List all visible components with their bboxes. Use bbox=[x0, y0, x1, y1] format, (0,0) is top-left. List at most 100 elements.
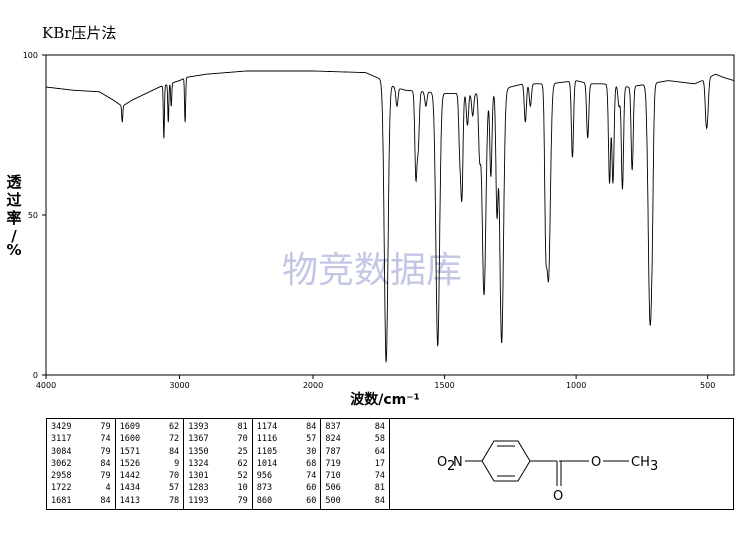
peak-table-row: 837 84 bbox=[325, 421, 385, 433]
wavenumber-cell: 1116 bbox=[256, 434, 278, 445]
structure-svg: O 2 N O O CH 3 bbox=[437, 440, 658, 504]
peak-table-row: 3117 74 bbox=[51, 433, 111, 445]
spectrum-line bbox=[46, 70, 735, 363]
transmittance-cell: 57 bbox=[168, 483, 180, 494]
wavenumber-cell: 1324 bbox=[188, 458, 209, 469]
transmittance-cell: 84 bbox=[100, 495, 111, 506]
peak-table-row: 500 84 bbox=[325, 495, 385, 507]
peak-table-row: 710 74 bbox=[325, 470, 385, 482]
peak-table-column: 1174 84 1116 57 1105 30 1014 68 956 74 873 60 860 60 bbox=[253, 419, 322, 509]
transmittance-cell: 79 bbox=[100, 422, 111, 432]
peak-table-row: 506 81 bbox=[325, 482, 385, 494]
wavenumber-cell: 506 bbox=[325, 483, 341, 494]
wavenumber-cell: 1193 bbox=[188, 495, 209, 506]
watermark: 物竞数据库 bbox=[282, 250, 462, 291]
transmittance-cell: 84 bbox=[374, 422, 385, 432]
wavenumber-cell: 1722 bbox=[51, 483, 72, 494]
transmittance-cell: 62 bbox=[237, 458, 248, 469]
peak-table-row: 2958 79 bbox=[51, 470, 111, 482]
transmittance-cell: 52 bbox=[237, 471, 248, 482]
transmittance-cell: 78 bbox=[168, 495, 180, 506]
x-tick-label-1500: 1500 bbox=[434, 381, 454, 390]
wavenumber-cell: 3117 bbox=[51, 434, 72, 445]
peak-table-row: 1526 9 bbox=[120, 458, 180, 470]
wavenumber-cell: 1301 bbox=[188, 471, 209, 482]
x-tick-label-2000: 2000 bbox=[303, 381, 323, 390]
peak-table-row: 1722 4 bbox=[51, 482, 111, 494]
transmittance-cell: 9 bbox=[174, 458, 180, 469]
svg-text:N: N bbox=[453, 455, 463, 470]
peak-table-row: 1350 25 bbox=[188, 446, 248, 458]
transmittance-cell: 81 bbox=[237, 422, 248, 432]
x-axis-ticks: 4000 3000 2000 1500 1000 500 bbox=[36, 375, 715, 390]
svg-text:2: 2 bbox=[447, 459, 455, 474]
peak-table-row: 1681 84 bbox=[51, 495, 111, 507]
wavenumber-cell: 824 bbox=[325, 434, 341, 445]
nitro-group-label: O bbox=[437, 455, 447, 470]
peak-table-row: 3062 84 bbox=[51, 458, 111, 470]
structure-diagram: O 2 N O O CH 3 bbox=[389, 418, 734, 510]
transmittance-cell: 84 bbox=[168, 446, 180, 457]
wavenumber-cell: 956 bbox=[256, 471, 273, 482]
peak-table-row: 1609 62 bbox=[120, 421, 180, 433]
y-tick-label-100: 100 bbox=[23, 51, 38, 60]
transmittance-cell: 72 bbox=[168, 434, 180, 445]
peak-table: 3429 79 3117 74 3084 79 3062 84 2958 79 1722 4 1681 8… bbox=[46, 418, 390, 510]
spectrum-title: KBr压片法 bbox=[42, 24, 117, 42]
wavenumber-cell: 1434 bbox=[119, 483, 141, 494]
x-tick-label-3000: 3000 bbox=[169, 381, 189, 390]
wavenumber-cell: 1393 bbox=[188, 422, 209, 432]
y-axis-label: 透过率/% bbox=[6, 173, 22, 259]
transmittance-cell: 84 bbox=[100, 458, 111, 469]
wavenumber-cell: 787 bbox=[325, 446, 341, 457]
svg-text:3: 3 bbox=[650, 459, 658, 474]
y-tick-label-50: 50 bbox=[28, 211, 38, 220]
transmittance-cell: 60 bbox=[306, 483, 317, 494]
peak-table-row: 3084 79 bbox=[51, 446, 111, 458]
transmittance-cell: 70 bbox=[237, 434, 248, 445]
transmittance-cell: 81 bbox=[374, 483, 385, 494]
wavenumber-cell: 1600 bbox=[119, 434, 141, 445]
wavenumber-cell: 3062 bbox=[51, 458, 72, 469]
transmittance-cell: 68 bbox=[306, 458, 317, 469]
transmittance-cell: 10 bbox=[237, 483, 248, 494]
transmittance-cell: 79 bbox=[237, 495, 248, 506]
wavenumber-cell: 1014 bbox=[256, 458, 278, 469]
peak-table-row: 719 17 bbox=[325, 458, 385, 470]
x-tick-label-500: 500 bbox=[700, 381, 715, 390]
wavenumber-cell: 860 bbox=[256, 495, 273, 506]
wavenumber-cell: 1367 bbox=[188, 434, 209, 445]
wavenumber-cell: 1413 bbox=[119, 495, 141, 506]
transmittance-cell: 58 bbox=[374, 434, 385, 445]
wavenumber-cell: 1681 bbox=[51, 495, 72, 506]
benzene-ring bbox=[481, 440, 531, 482]
transmittance-cell: 74 bbox=[100, 434, 111, 445]
transmittance-cell: 79 bbox=[100, 471, 111, 482]
methyl-group-label: CH bbox=[631, 455, 650, 470]
wavenumber-cell: 1571 bbox=[119, 446, 141, 457]
ester-oxygen: O bbox=[591, 455, 601, 470]
wavenumber-cell: 2958 bbox=[51, 471, 72, 482]
plot-frame bbox=[45, 54, 735, 376]
peak-table-row: 860 60 bbox=[257, 495, 317, 507]
peak-table-row: 1442 70 bbox=[120, 470, 180, 482]
peak-table-row: 824 58 bbox=[325, 433, 385, 445]
x-tick-label-1000: 1000 bbox=[566, 381, 586, 390]
transmittance-cell: 57 bbox=[306, 434, 317, 445]
transmittance-cell: 84 bbox=[374, 495, 385, 506]
peak-table-row: 956 74 bbox=[257, 470, 317, 482]
wavenumber-cell: 500 bbox=[325, 495, 341, 506]
wavenumber-cell: 3084 bbox=[51, 446, 72, 457]
x-axis-label: 波数/cm⁻¹ bbox=[350, 391, 420, 408]
wavenumber-cell: 837 bbox=[325, 422, 341, 432]
wavenumber-cell: 719 bbox=[325, 458, 341, 469]
transmittance-cell: 70 bbox=[168, 471, 180, 482]
transmittance-cell: 74 bbox=[374, 471, 385, 482]
transmittance-cell: 4 bbox=[105, 483, 111, 494]
peak-table-row: 1174 84 bbox=[257, 421, 317, 433]
wavenumber-cell: 1350 bbox=[188, 446, 209, 457]
peak-table-column: 1609 62 1600 72 1571 84 1526 9 1442 70 1434 57 1413 7… bbox=[116, 419, 185, 509]
peak-table-column: 837 84 824 58 787 64 719 17 710 74 506 81 500 84 bbox=[321, 419, 389, 509]
x-tick-label-4000: 4000 bbox=[36, 381, 56, 390]
peak-table-row: 1367 70 bbox=[188, 433, 248, 445]
